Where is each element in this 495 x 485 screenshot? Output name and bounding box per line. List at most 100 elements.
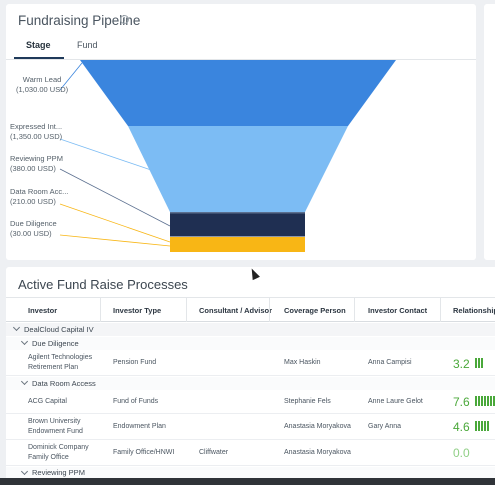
chevron-down-icon[interactable] [12,323,21,332]
funnel-segment-reviewing-ppm [170,212,305,214]
stage-value: (30.00 USD) [10,229,52,238]
column-divider [354,298,355,322]
pipeline-title: Fundraising Pipeline [18,13,141,28]
active-fund-raise-card: Active Fund Raise Processes Investor Inv… [6,267,495,479]
investor-name[interactable]: ACG Capital [28,398,67,405]
stage-group-row[interactable]: Data Room Access [6,377,495,390]
strength-bar [487,421,489,431]
table-row[interactable]: Agilent Technologies Retirement Plan Pen… [6,350,495,376]
table-row[interactable]: Brown University Endowment Fund Endowmen… [6,414,495,440]
strength-bar [484,396,486,406]
column-divider [440,298,441,322]
investor-name[interactable]: Dominick Company Family Office [28,444,89,461]
funnel-segment-data-room [170,213,305,237]
active-tab-indicator [14,57,64,59]
strength-bar [478,358,480,368]
investor-name[interactable]: Brown University Endowment Fund [28,418,83,435]
table-row[interactable]: ACG Capital Fund of Funds Stephanie Fels… [6,390,495,414]
stage-value: (1,030.00 USD) [16,85,69,94]
funnel-label-data-room: Data Room Acc... (210.00 USD) [10,187,68,207]
fund-group-row[interactable]: DealCloud Capital IV [6,323,495,336]
strength-bar [490,396,492,406]
funnel-segment-warm-lead [80,60,396,126]
strength-bar [475,358,477,368]
pipeline-tabs: Stage Fund [6,34,476,60]
table-header: Investor Investor Type Consultant / Advi… [6,297,495,322]
chevron-down-icon[interactable] [20,467,29,476]
strength-bar [493,396,495,406]
funnel-label-due-diligence: Due Diligence (30.00 USD) [10,219,57,239]
leader-line-due-diligence [59,234,171,247]
column-investor[interactable]: Investor [28,306,58,315]
column-investor-type[interactable]: Investor Type [113,306,162,315]
column-divider [186,298,187,322]
column-coverage-person[interactable]: Coverage Person [284,306,346,315]
stage-name: Data Room Acc... [10,187,69,196]
relationship-bars [475,358,483,368]
bottom-bar [0,478,495,485]
strength-bar [487,396,489,406]
stage-group-label: Due Diligence [32,339,79,348]
column-investor-contact[interactable]: Investor Contact [368,306,428,315]
funnel-label-reviewing-ppm: Reviewing PPM (380.00 USD) [10,154,63,174]
investor-type: Pension Fund [113,359,157,366]
tab-fund[interactable]: Fund [77,40,98,50]
investor-type: Fund of Funds [113,398,159,405]
relationship-score: 7.6 [453,395,470,409]
relationship-bars [475,396,495,406]
column-divider [100,298,101,322]
investor-contact: Gary Anna [368,423,402,430]
adjacent-widget-edge [484,4,495,260]
strength-bar [481,396,483,406]
leader-line-reviewing-ppm [59,168,171,227]
stage-name: Expressed Int... [10,122,63,131]
investor-contact: Anna Campisi [368,359,412,366]
relationship-score: 0.0 [453,446,470,460]
stage-group-label: Reviewing PPM [32,468,85,477]
coverage-person: Anastasia Moryakova [284,423,351,430]
strength-bar [475,396,477,406]
fund-group-label: DealCloud Capital IV [24,325,94,334]
coverage-person: Anastasia Moryakova [284,449,351,456]
relationship-bars [475,421,489,431]
funnel-label-expressed-interest: Expressed Int... (1,350.00 USD) [10,122,62,142]
chevron-down-icon[interactable] [20,377,29,386]
table-title: Active Fund Raise Processes [18,277,188,292]
strength-bar [481,421,483,431]
investor-contact: Anne Laure Gelot [368,398,423,405]
stage-name: Due Diligence [10,219,57,228]
coverage-person: Max Haskin [284,359,321,366]
leader-line-expressed-interest [59,138,155,172]
coverage-person: Stephanie Fels [284,398,331,405]
stage-value: (210.00 USD) [10,197,56,206]
stage-name: Warm Lead [22,75,62,84]
stage-value: (380.00 USD) [10,164,56,173]
stage-group-label: Data Room Access [32,379,96,388]
fundraising-pipeline-card: Fundraising Pipeline Stage Fund Warm Lea… [6,4,476,260]
strength-bar [478,421,480,431]
strength-bar [481,358,483,368]
funnel-chart [59,60,396,252]
leader-line-data-room [59,203,171,243]
funnel-segment-expressed-interest [128,126,348,212]
investor-type: Endowment Plan [113,423,166,430]
relationship-score: 3.2 [453,357,470,371]
investor-name[interactable]: Agilent Technologies Retirement Plan [28,354,93,371]
strength-bar [478,396,480,406]
relationship-score: 4.6 [453,420,470,434]
stage-group-row[interactable]: Reviewing PPM [6,467,495,479]
column-relationship[interactable]: Relationship [453,306,495,315]
table-row[interactable]: Dominick Company Family Office Family Of… [6,440,495,466]
stage-name: Reviewing PPM [10,154,63,163]
strength-bar [484,421,486,431]
consultant-advisor: Cliffwater [199,449,229,456]
funnel-segment-due-diligence [170,237,305,252]
chevron-down-icon[interactable] [20,337,29,346]
column-divider [269,298,270,322]
info-icon[interactable] [120,15,129,24]
stage-group-row[interactable]: Due Diligence [6,337,495,350]
strength-bar [475,421,477,431]
tab-stage[interactable]: Stage [26,40,51,50]
leader-line-warm-lead [59,62,83,91]
column-consultant-advisor[interactable]: Consultant / Advisor [199,306,273,315]
